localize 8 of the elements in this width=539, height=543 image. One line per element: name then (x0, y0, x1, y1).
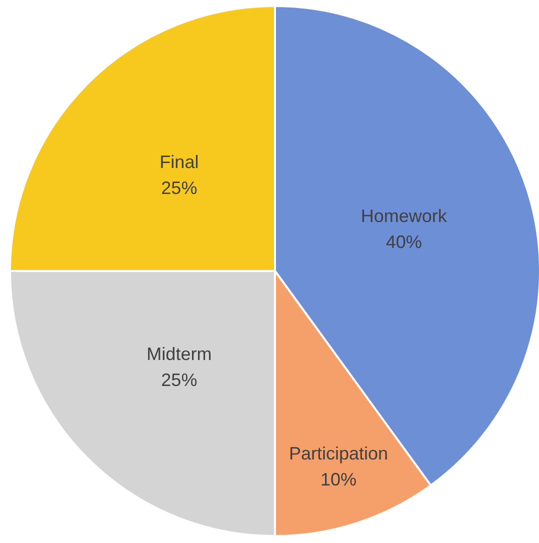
data-label: 40% (386, 232, 422, 252)
slice-label: Participation (288, 443, 388, 464)
data-label: 25% (161, 370, 198, 390)
slice-label: Midterm (146, 344, 212, 364)
slice-label: Homework (360, 206, 448, 226)
data-label: 10% (320, 469, 357, 490)
data-label: 25% (161, 178, 198, 198)
slice-label: Final (160, 152, 199, 172)
